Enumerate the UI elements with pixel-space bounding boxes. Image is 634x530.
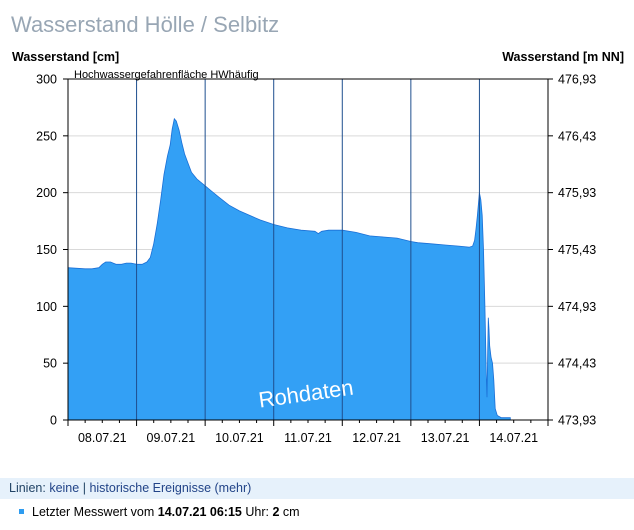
water-level-area [67,117,511,421]
y-left-tick-label: 0 [50,414,57,428]
y-left-tick-label: 150 [36,243,57,257]
x-tick-label: 13.07.21 [421,431,470,445]
water-level-chart: Wasserstand [cm] Wasserstand [m NN] 0 50 1… [12,50,624,445]
lines-bar: Linien: keine | historische Ereignisse (… [0,478,634,499]
y-right-tick-label: 473,93 [558,414,596,428]
y-right-tick-label: 476,43 [558,129,596,143]
y-left-axis-title: Wasserstand [cm] [12,50,119,64]
last-value-datetime: 14.07.21 06:15 [157,505,242,519]
x-axis: 08.07.21 09.07.21 10.07.21 11.07.21 12.07.21… [67,420,549,445]
link-none[interactable]: keine [49,481,80,495]
last-value-prefix: Letzter Messwert vom [32,505,155,519]
link-historic-events[interactable]: historische Ereignisse (mehr) [89,481,252,495]
page-title: Wasserstand Hölle / Selbitz [11,12,280,37]
y-left-tick-label: 300 [36,73,57,87]
lines-prefix: Linien: [9,481,46,495]
lines-separator: | [82,481,86,495]
last-value-unit-word: Uhr: [245,505,269,519]
y-left-axis: 0 50 100 150 200 250 300 [36,73,68,428]
hw-area-label: Hochwassergefahrenfläche HWhäufig [74,69,259,81]
day-separators [136,79,480,420]
x-tick-label: 14.07.21 [489,431,538,445]
y-right-tick-label: 474,93 [558,300,596,314]
x-tick-label: 10.07.21 [215,431,264,445]
x-tick-label: 11.07.21 [284,431,332,445]
y-left-tick-label: 200 [36,186,57,200]
y-left-tick-label: 250 [36,129,57,143]
x-tick-label: 08.07.21 [78,431,127,445]
bullet-icon [19,509,24,515]
last-measurement: Letzter Messwert vom 14.07.21 06:15 Uhr:… [0,500,634,524]
last-value-number: 2 [272,505,280,519]
y-right-tick-label: 475,93 [558,186,596,200]
y-right-tick-label: 476,93 [558,73,596,87]
last-value-unit: cm [282,505,300,519]
y-left-tick-label: 100 [36,300,57,314]
y-right-axis-title: Wasserstand [m NN] [502,50,624,64]
x-tick-label: 09.07.21 [147,431,196,445]
y-right-tick-label: 475,43 [558,243,596,257]
y-right-tick-label: 474,43 [558,357,596,371]
x-tick-label: 12.07.21 [352,431,401,445]
y-right-axis: 473,93 474,43 474,93 475,43 475,93 476,43 476,… [548,73,596,428]
y-left-tick-label: 50 [43,357,57,371]
